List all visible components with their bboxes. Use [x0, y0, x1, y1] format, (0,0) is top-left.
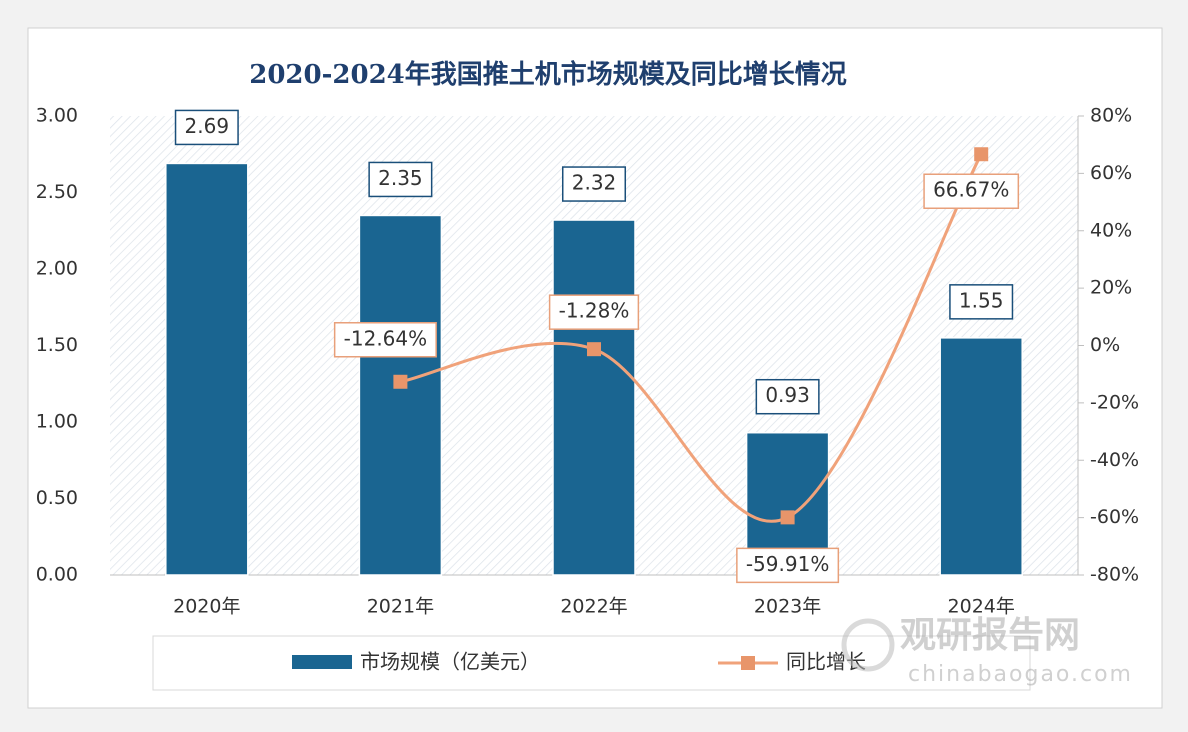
- bar: [939, 337, 1023, 576]
- y2-tick-label: 80%: [1090, 105, 1132, 127]
- line-marker: [587, 342, 601, 357]
- value-label: 2.69: [174, 109, 239, 146]
- y-tick-label: 0.50: [36, 487, 78, 509]
- data-label: -59.91%: [746, 552, 829, 576]
- y2-tick-label: -80%: [1090, 564, 1139, 586]
- label-box: [174, 109, 239, 146]
- label-box: [333, 322, 437, 358]
- label-box: [561, 166, 627, 202]
- x-tick-label: 2020年: [173, 596, 240, 618]
- label-box: [548, 294, 640, 330]
- data-label: -12.64%: [344, 326, 427, 350]
- y-tick-label: 1.50: [36, 334, 78, 356]
- label-box: [949, 284, 1014, 320]
- label-box: [736, 547, 840, 584]
- watermark: 观研报告网 chinabaogao.com: [841, 615, 1133, 687]
- y-tick-label: 1.00: [36, 411, 78, 433]
- data-label: 1.55: [959, 288, 1004, 312]
- watermark-url: chinabaogao.com: [908, 662, 1133, 687]
- x-tick-label: 2021年: [367, 596, 434, 618]
- legend-swatch: [292, 655, 352, 669]
- value-label: -1.28%: [548, 294, 640, 330]
- bar: [358, 214, 443, 576]
- value-label: 2.32: [561, 166, 627, 202]
- label-box: [755, 378, 820, 415]
- y2-tick-label: 60%: [1090, 162, 1132, 184]
- label-box: [368, 161, 433, 198]
- data-label: 2.69: [185, 114, 230, 138]
- value-label: -12.64%: [333, 322, 437, 358]
- data-label: -1.28%: [559, 299, 630, 323]
- y2-tick-label: -20%: [1090, 391, 1139, 413]
- line-marker: [974, 147, 989, 162]
- bar: [165, 162, 249, 576]
- y2-tick-label: -40%: [1090, 449, 1139, 471]
- y-tick-label: 2.50: [36, 181, 78, 203]
- line: [400, 153, 983, 523]
- watermark-logo: [841, 618, 895, 672]
- y2-tick-label: 40%: [1090, 219, 1132, 241]
- line-marker: [780, 510, 795, 525]
- y-tick-label: 3.00: [36, 105, 78, 127]
- y-tick-label: 2.00: [36, 258, 78, 280]
- bar: [552, 219, 636, 576]
- chart-title: 2020-2024年我国推土机市场规模及同比增长情况: [249, 59, 847, 90]
- value-label: 66.67%: [923, 173, 1020, 209]
- value-label: 2.35: [368, 161, 433, 198]
- value-label: -59.91%: [736, 547, 840, 584]
- data-label: 0.93: [765, 383, 810, 407]
- x-tick-label: 2023年: [754, 596, 821, 618]
- watermark-title: 观研报告网: [900, 615, 1080, 656]
- x-tick-label: 2022年: [560, 596, 627, 618]
- y2-tick-label: 20%: [1090, 277, 1132, 299]
- data-label: 2.32: [572, 171, 617, 195]
- value-label: 0.93: [755, 378, 820, 415]
- data-label: 2.35: [378, 166, 423, 190]
- y2-tick-label: -60%: [1090, 506, 1139, 528]
- x-tick-label: 2024年: [948, 596, 1015, 618]
- value-label: 1.55: [949, 284, 1014, 320]
- line-marker: [393, 374, 408, 389]
- y-tick-label: 0.00: [36, 564, 78, 586]
- legend-marker: [741, 656, 755, 670]
- data-label: 66.67%: [933, 178, 1009, 202]
- legend: [152, 635, 1031, 691]
- y2-tick-label: 0%: [1090, 334, 1120, 356]
- label-box: [923, 173, 1020, 209]
- legend-label: 市场规模（亿美元）: [360, 650, 540, 674]
